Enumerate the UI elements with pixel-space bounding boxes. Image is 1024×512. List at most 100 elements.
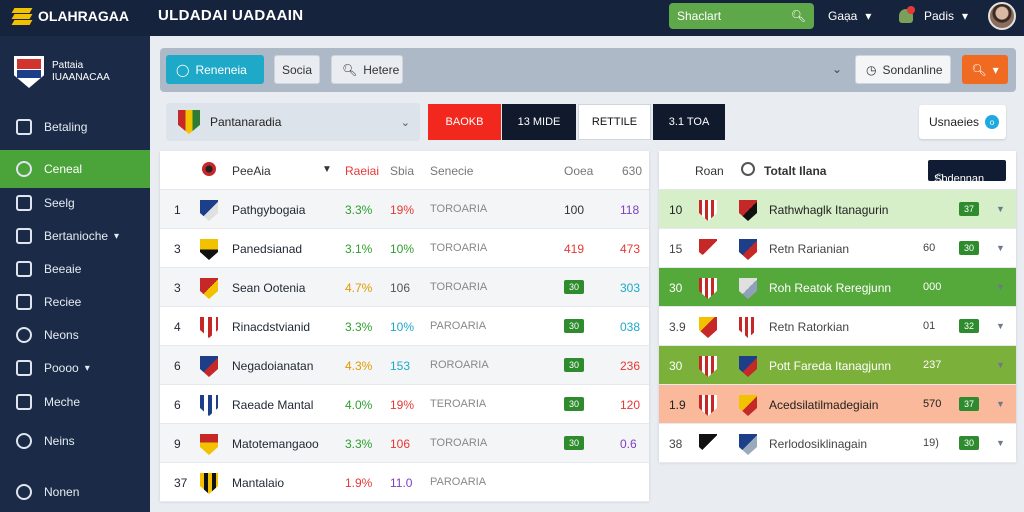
fixture-name[interactable]: Rathwhaglk Itanagurin bbox=[769, 203, 889, 217]
filter-search-button[interactable]: 🔍︎ Hetere bbox=[331, 55, 403, 84]
sidebar-item-ceneal[interactable]: Ceneal bbox=[0, 150, 150, 188]
table-row[interactable]: 3 Sean Ootenia 4.7% 106 TOROARIA 30 303 bbox=[160, 268, 649, 307]
away-crest-icon bbox=[739, 317, 757, 338]
team-name[interactable]: Panedsianad bbox=[232, 242, 303, 256]
fixture-name[interactable]: Pott Fareda Itanagjunn bbox=[769, 359, 892, 373]
header-col5[interactable]: 630 bbox=[622, 164, 643, 178]
win-pct: 4.3% bbox=[345, 359, 373, 373]
profile-dropdown[interactable]: Padis ▾ bbox=[924, 9, 968, 23]
search-icon[interactable]: 🔍︎ bbox=[790, 9, 806, 23]
users-button[interactable]: Usnaeies o bbox=[919, 105, 1006, 139]
fixture-name[interactable]: Retn Rarianian bbox=[769, 242, 850, 256]
team-name[interactable]: Rinacdstvianid bbox=[232, 320, 311, 334]
table-row[interactable]: 4 Rinacdstvianid 3.3% 10% PAROARIA 30 038 bbox=[160, 307, 649, 346]
score-value: 419 bbox=[564, 242, 585, 256]
tab-4[interactable]: 3.1 TOA bbox=[653, 104, 725, 140]
header-col4[interactable]: Ooea bbox=[564, 164, 594, 178]
user-card-icon bbox=[16, 228, 32, 244]
detail: TOROARIA bbox=[430, 203, 488, 215]
notification-bell-icon[interactable] bbox=[897, 5, 917, 25]
app-logo[interactable]: OLAHRAGAA bbox=[10, 6, 129, 26]
team-name[interactable]: Sean Ootenia bbox=[232, 281, 306, 295]
fixture-name[interactable]: Rerlodosiklinagain bbox=[769, 437, 868, 451]
sidebar-item-bertanioche[interactable]: Bertanioche ▾ bbox=[0, 217, 150, 255]
sidebar-item-poooo[interactable]: Poooo ▾ bbox=[0, 349, 150, 387]
search-icon: 🔍︎ bbox=[971, 62, 987, 77]
fixture-name[interactable]: Roh Reatok Reregjunn bbox=[769, 281, 892, 295]
list-item[interactable]: 3.9 Retn Ratorkian 01 32 ▼ bbox=[659, 307, 1016, 346]
table-row[interactable]: 6 Negadoianatan 4.3% 153 ROROARIA 30 236 bbox=[160, 346, 649, 385]
list-item[interactable]: 10 Rathwhaglk Itanagurin 37 ▼ bbox=[659, 190, 1016, 229]
chevron-down-icon[interactable]: ▼ bbox=[996, 243, 1005, 253]
list-item[interactable]: 30 Pott Fareda Itanagjunn 237 ▼ bbox=[659, 346, 1016, 385]
table-row[interactable]: 6 Raeade Mantal 4.0% 19% TEROARIA 30 120 bbox=[160, 385, 649, 424]
club-brand[interactable]: Pattaia IUAANACAA bbox=[14, 56, 110, 88]
sort-select-label: Sondanline bbox=[882, 62, 943, 77]
chevron-down-icon[interactable]: ▼ bbox=[996, 282, 1005, 292]
sidebar-item-beeaie[interactable]: Beeaie bbox=[0, 250, 150, 288]
games-dropdown[interactable]: Gaạa ▾ bbox=[828, 9, 871, 23]
tab-2[interactable]: 13 MIDE bbox=[502, 104, 576, 140]
chevron-down-icon[interactable]: ⌄ bbox=[832, 62, 843, 76]
sidebar-item-neins[interactable]: Neins bbox=[0, 422, 150, 460]
fixture-number: 30 bbox=[669, 359, 683, 373]
home-crest-icon bbox=[699, 317, 717, 338]
chevron-down-icon[interactable]: ▼ bbox=[996, 438, 1005, 448]
sort-icon[interactable]: ▼ bbox=[322, 164, 332, 175]
tab-3[interactable]: RETTILE bbox=[578, 104, 651, 140]
sidebar-item-neons[interactable]: Neons bbox=[0, 316, 150, 354]
chevron-down-icon[interactable]: ▼ bbox=[996, 321, 1005, 331]
table-row[interactable]: 1 Pathgybogaia 3.3% 19% TOROARIA 100 118 bbox=[160, 190, 649, 229]
fixtures-search[interactable]: Sbdennan 🔍︎ bbox=[928, 160, 1006, 186]
list-item[interactable]: 15 Retn Rarianian 60 30 ▼ bbox=[659, 229, 1016, 268]
sidebar-item-betaling[interactable]: Betaling bbox=[0, 108, 150, 146]
search-icon: 🔍︎ bbox=[934, 174, 948, 186]
orange-search-button[interactable]: 🔍︎ ▾ bbox=[962, 55, 1008, 84]
avatar[interactable] bbox=[988, 2, 1016, 30]
list-item[interactable]: 38 Rerlodosiklinagain 19) 30 ▼ bbox=[659, 424, 1016, 463]
table-row[interactable]: 3 Panedsianad 3.1% 10% TOROARIA 419 473 bbox=[160, 229, 649, 268]
table-row[interactable]: 9 Matotemangaoo 3.3% 106 TOROARIA 30 0.6 bbox=[160, 424, 649, 463]
wrench-icon bbox=[16, 119, 32, 135]
header-team[interactable]: PeeAia bbox=[232, 164, 271, 178]
chevron-down-icon[interactable]: ▼ bbox=[996, 399, 1005, 409]
home-crest-icon bbox=[699, 278, 717, 299]
list-item[interactable]: 1.9 Acedsilatilmadegiain 570 37 ▼ bbox=[659, 385, 1016, 424]
chevron-down-icon[interactable]: ▼ bbox=[996, 204, 1005, 214]
ball-icon bbox=[202, 162, 216, 176]
points-value: 0.6 bbox=[620, 437, 637, 451]
team-name[interactable]: Mantalaio bbox=[232, 476, 285, 490]
list-item[interactable]: 30 Roh Reatok Reregjunn 000 ▼ bbox=[659, 268, 1016, 307]
top-search[interactable]: 🔍︎ bbox=[669, 3, 814, 29]
form-value: 106 bbox=[390, 281, 411, 295]
tab-1[interactable]: BAOKB bbox=[428, 104, 501, 140]
gear-icon bbox=[16, 433, 32, 449]
team-selector[interactable]: Pantanaradia ⌄ bbox=[166, 103, 420, 141]
sort-select[interactable]: ◷ Sondanline bbox=[855, 55, 951, 84]
header-col1[interactable]: Raeiai bbox=[345, 164, 380, 178]
fixtures-title: Totalt Ilana bbox=[764, 164, 827, 178]
team-name[interactable]: Matotemangaoo bbox=[232, 437, 319, 451]
win-pct: 4.0% bbox=[345, 398, 373, 412]
primary-filter-button[interactable]: ◯ Reneneia bbox=[166, 55, 264, 84]
chevron-down-icon[interactable]: ▼ bbox=[996, 360, 1005, 370]
sidebar-item-meche[interactable]: Meche bbox=[0, 383, 150, 421]
team-name[interactable]: Pathgybogaia bbox=[232, 203, 306, 217]
fixture-name[interactable]: Acedsilatilmadegiain bbox=[769, 398, 879, 412]
brand-line-2: IUAANACAA bbox=[52, 72, 110, 83]
top-search-input[interactable] bbox=[677, 9, 777, 23]
team-name[interactable]: Negadoianatan bbox=[232, 359, 314, 373]
header-col3[interactable]: Senecie bbox=[430, 164, 474, 178]
sidebar-item-reciee[interactable]: Reciee bbox=[0, 283, 150, 321]
fixture-number: 38 bbox=[669, 437, 683, 451]
team-name[interactable]: Raeade Mantal bbox=[232, 398, 314, 412]
social-button[interactable]: Socia bbox=[274, 55, 320, 84]
sidebar-item-seelg[interactable]: Seelg bbox=[0, 184, 150, 222]
header-col2[interactable]: Sbia bbox=[390, 164, 415, 178]
calendar-icon bbox=[16, 294, 32, 310]
away-crest-icon bbox=[739, 395, 757, 416]
rank: 1 bbox=[174, 203, 181, 217]
table-row[interactable]: 37 Mantalaio 1.9% 11.0 PAROARIA bbox=[160, 463, 649, 502]
fixture-name[interactable]: Retn Ratorkian bbox=[769, 320, 850, 334]
sidebar-item-nonen[interactable]: Nonen bbox=[0, 473, 150, 511]
